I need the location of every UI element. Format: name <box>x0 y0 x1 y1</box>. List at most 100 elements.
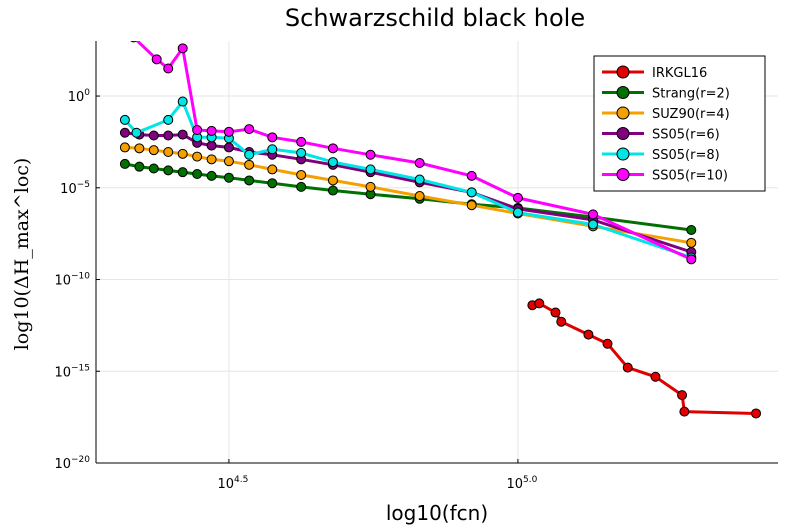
data-point <box>512 207 523 218</box>
legend-label: SS05(r=8) <box>652 148 720 163</box>
data-point <box>206 140 217 151</box>
data-point <box>588 209 599 220</box>
data-point <box>267 178 278 189</box>
y-tick-label: 10−10 <box>54 272 90 289</box>
data-point <box>177 96 188 107</box>
data-point <box>134 161 145 172</box>
data-point <box>151 54 162 65</box>
data-point <box>148 145 159 156</box>
data-point <box>296 136 307 147</box>
legend-item: SS05(r=8) <box>602 147 720 163</box>
data-point <box>679 406 690 417</box>
data-point <box>414 174 425 185</box>
x-tick-label: 105.0 <box>506 475 537 492</box>
data-point <box>267 164 278 175</box>
data-point <box>206 154 217 165</box>
data-point <box>296 147 307 158</box>
y-axis-label: log10(ΔH_max^loc) <box>11 158 33 351</box>
data-point <box>223 156 234 167</box>
data-point <box>192 169 203 180</box>
data-point <box>206 170 217 181</box>
data-point <box>686 224 697 235</box>
data-point <box>192 151 203 162</box>
chart-title: Schwarzschild black hole <box>285 4 585 32</box>
data-point <box>296 181 307 192</box>
data-point <box>414 191 425 202</box>
series-ss05-r-8- <box>119 96 697 263</box>
data-point <box>365 164 376 175</box>
data-point <box>622 362 633 373</box>
legend-label: Strang(r=2) <box>652 87 730 102</box>
data-point <box>223 142 234 153</box>
data-point <box>327 157 338 168</box>
y-tick-label: 10−5 <box>60 180 90 197</box>
x-axis-label: log10(fcn) <box>386 501 488 525</box>
legend-swatch-marker <box>616 106 630 120</box>
data-point <box>163 165 174 176</box>
legend-label: SS05(r=6) <box>652 128 720 143</box>
data-point <box>365 181 376 192</box>
data-point <box>686 254 697 265</box>
y-tick-label: 100 <box>68 88 91 105</box>
data-point <box>148 130 159 141</box>
y-ticks: 100 10−5 10−10 10−15 10−20 <box>54 88 100 472</box>
data-point <box>414 158 425 169</box>
data-point <box>296 169 307 180</box>
data-point <box>223 126 234 137</box>
legend: IRKGL16 Strang(r=2) SUZ90(r=4) SS05(r=6) SS0… <box>593 55 766 192</box>
axes <box>95 41 778 464</box>
legend-swatch-marker <box>616 127 630 140</box>
series-strang-r-2- <box>119 158 697 235</box>
data-point <box>327 143 338 154</box>
data-point <box>686 237 697 248</box>
data-point <box>131 127 142 138</box>
data-point <box>466 170 477 181</box>
data-point <box>466 187 477 198</box>
data-point <box>177 167 188 178</box>
data-point <box>327 175 338 186</box>
data-point <box>119 142 130 153</box>
legend-swatch-marker <box>616 168 630 181</box>
series-line <box>532 301 757 415</box>
y-tick-label: 10−15 <box>54 363 90 380</box>
data-point <box>267 132 278 143</box>
legend-swatch-marker <box>616 86 630 99</box>
data-point <box>327 185 338 196</box>
data-point <box>192 124 203 135</box>
data-point <box>148 163 159 174</box>
data-point <box>163 130 174 141</box>
data-point <box>602 338 613 349</box>
series-suz90-r-4- <box>119 142 697 248</box>
legend-label: IRKGL16 <box>652 66 707 81</box>
data-point <box>163 63 174 74</box>
series-irkgl16 <box>527 298 762 419</box>
data-point <box>583 329 594 340</box>
data-point <box>244 149 255 160</box>
legend-label: SUZ90(r=4) <box>652 107 730 122</box>
data-point <box>550 307 561 318</box>
legend-swatch-marker <box>616 147 630 161</box>
data-point <box>650 371 661 382</box>
data-point <box>244 159 255 170</box>
legend-item: SS05(r=10) <box>602 168 728 184</box>
data-point <box>130 41 137 43</box>
legend-item: Strang(r=2) <box>602 86 730 102</box>
data-point <box>244 175 255 186</box>
y-axis-label-group: log10(ΔH_max^loc) <box>11 158 33 351</box>
data-point <box>556 316 567 327</box>
legend-item: SS05(r=6) <box>602 127 720 143</box>
data-point <box>512 192 523 203</box>
data-point <box>163 147 174 158</box>
x-ticks: 104.5 105.0 <box>217 459 538 492</box>
data-point <box>177 129 188 140</box>
data-point <box>588 219 599 230</box>
x-tick-label: 104.5 <box>217 475 248 492</box>
data-point <box>119 158 130 169</box>
data-point <box>677 390 688 401</box>
series-ss05-r-10- <box>130 41 697 265</box>
legend-label: SS05(r=10) <box>652 169 728 184</box>
data-point <box>206 125 217 136</box>
data-point <box>244 124 255 135</box>
y-tick-label: 10−20 <box>54 455 90 472</box>
data-point <box>119 114 130 125</box>
